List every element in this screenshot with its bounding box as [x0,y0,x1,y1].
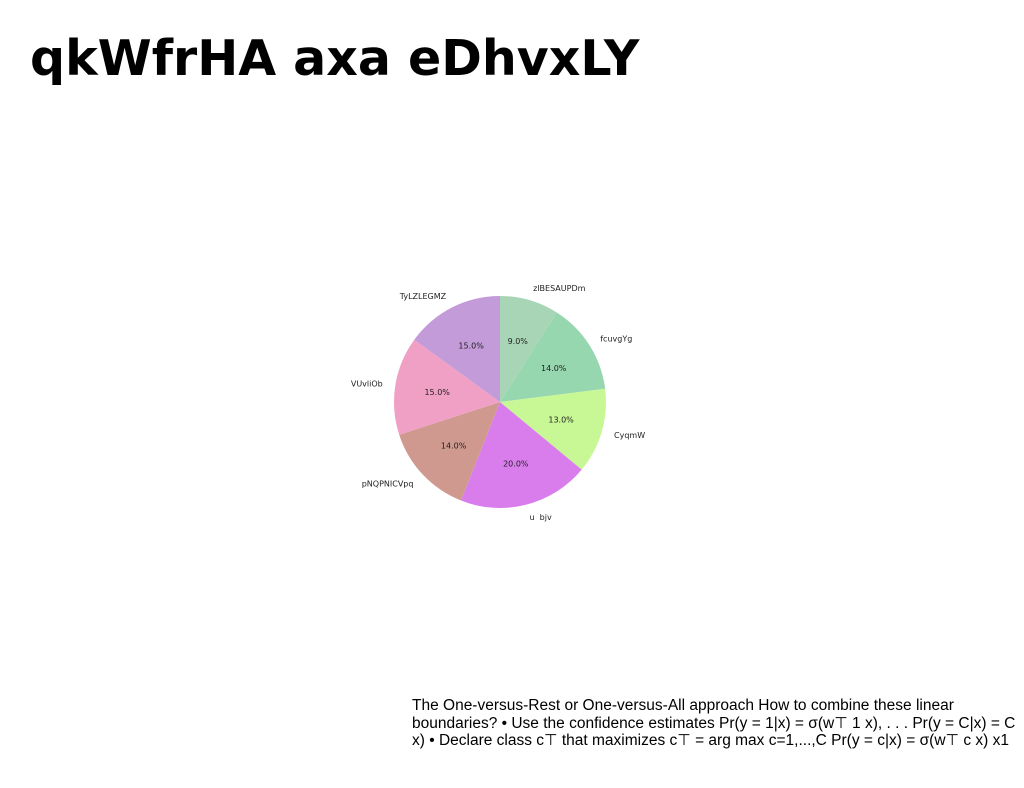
pie-slice [414,296,500,402]
pie-slice-label: u bjv [530,513,552,522]
pie-slice [399,402,500,501]
pie-slice-label: zlBESAUPDm [533,284,586,293]
pie-slice-percent: 15.0% [424,388,450,397]
pie-slice-percent: 14.0% [541,364,567,373]
pie-slice [500,388,606,470]
pie-slice [460,402,582,509]
pie-slice [394,339,500,435]
pie-slice-percent: 20.0% [503,460,529,469]
pie-slice-percent: 15.0% [458,341,484,350]
pie-slice-label: CyqmW [614,431,645,440]
pie-slice-percent: 9.0% [508,337,529,346]
pie-slice [500,296,557,402]
slide-title: qkWfrHA axa eDhvxLY [30,30,640,87]
pie-slice-label: TyLZLEGMZ [399,292,447,301]
pie-slice-percent: 13.0% [548,416,574,425]
pie-slice-label: pNQPNICVpq [362,479,414,488]
pie-slice [500,312,606,402]
pie-slice-percent: 14.0% [441,442,467,451]
pie-slice-label: fcuvgYg [600,334,632,343]
pie-slice-label: VUvliOb [351,379,383,388]
slide-body-text: The One-versus-Rest or One-versus-All ap… [412,697,1016,749]
